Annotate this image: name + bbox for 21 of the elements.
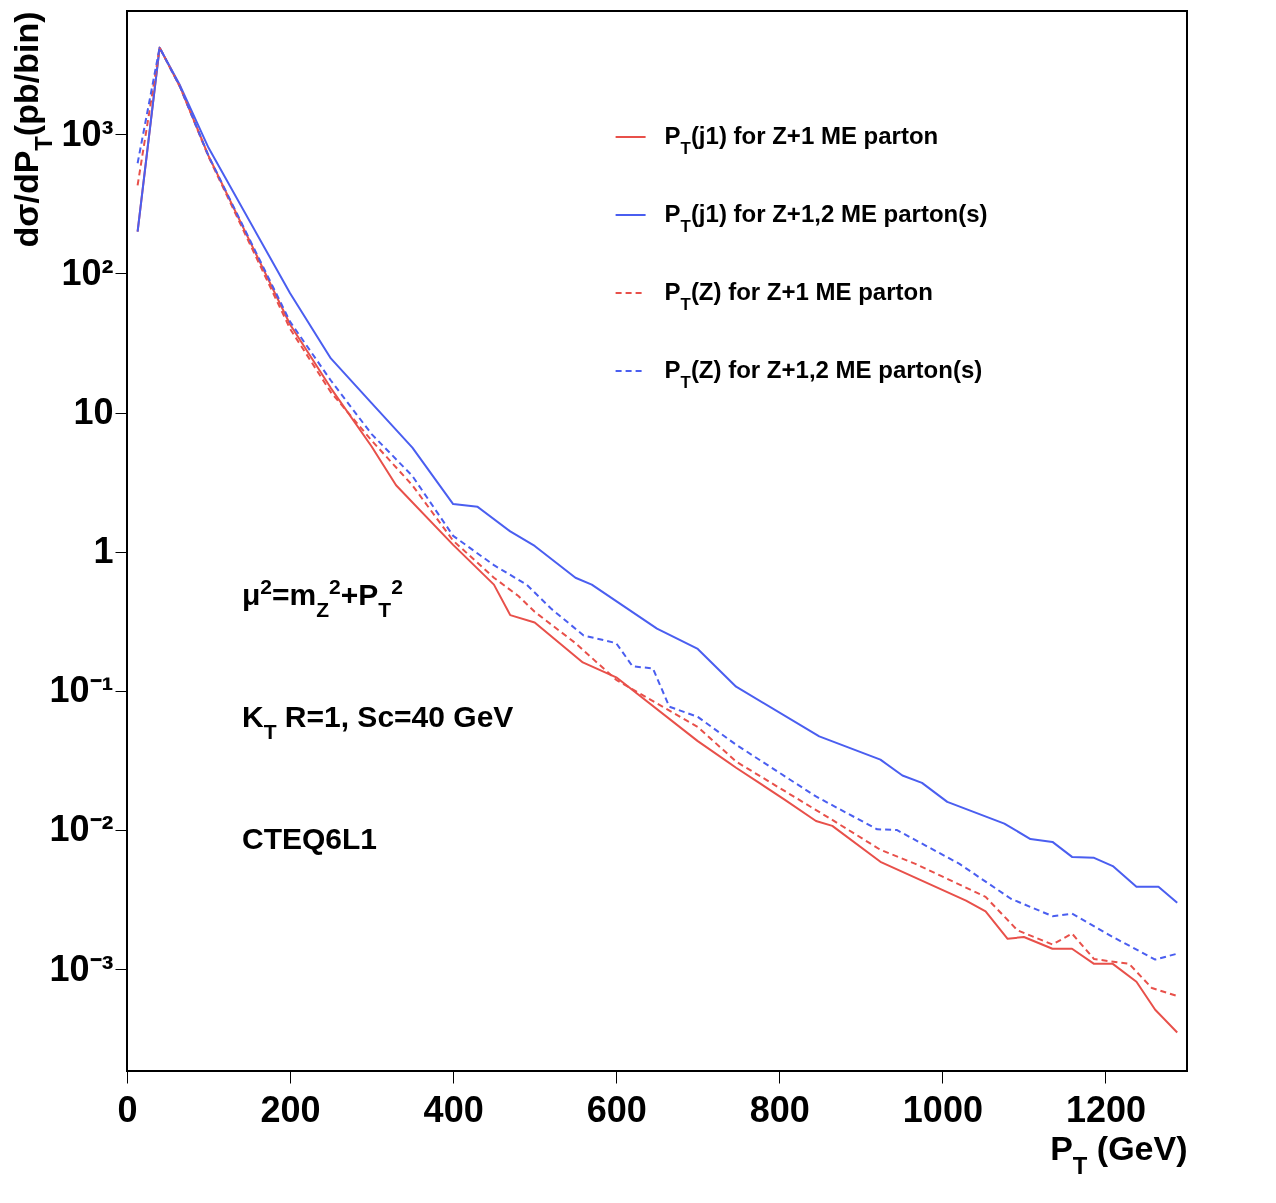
annotation: CTEQ6L1 xyxy=(242,822,378,855)
x-axis-title: P$_{T}$ (GeV) xyxy=(1050,1128,1188,1178)
x-tick-label: 800 xyxy=(749,1088,810,1130)
legend-label: P$_{T}$(Z) for Z+1 ME parton xyxy=(664,278,933,314)
annotation: K$_{T}$ R=1, Sc=40 GeV xyxy=(242,700,514,743)
x-tick-label: 0 xyxy=(117,1088,138,1130)
y-tick-label: 10 xyxy=(73,391,114,433)
y-tick-label: 1 xyxy=(93,530,114,572)
x-tick-label: 600 xyxy=(586,1088,647,1130)
y-tick-label: 10² xyxy=(61,251,114,293)
x-tick-label: 200 xyxy=(260,1088,321,1130)
y-tick-label: 10⁻² xyxy=(49,808,114,850)
x-tick-label: 400 xyxy=(423,1088,484,1130)
y-tick-label: 10⁻¹ xyxy=(49,669,114,711)
y-tick-label: 10⁻³ xyxy=(49,947,114,989)
y-tick-label: 10³ xyxy=(61,112,114,154)
x-tick-label: 1200 xyxy=(1065,1088,1147,1130)
legend-label: P$_{T}$(j1) for Z+1,2 ME parton(s) xyxy=(664,200,988,236)
x-tick-label: 1000 xyxy=(902,1088,983,1130)
legend-label: P$_{T}$(j1) for Z+1 ME parton xyxy=(664,122,939,158)
legend-label: P$_{T}$(Z) for Z+1,2 ME parton(s) xyxy=(664,356,983,392)
